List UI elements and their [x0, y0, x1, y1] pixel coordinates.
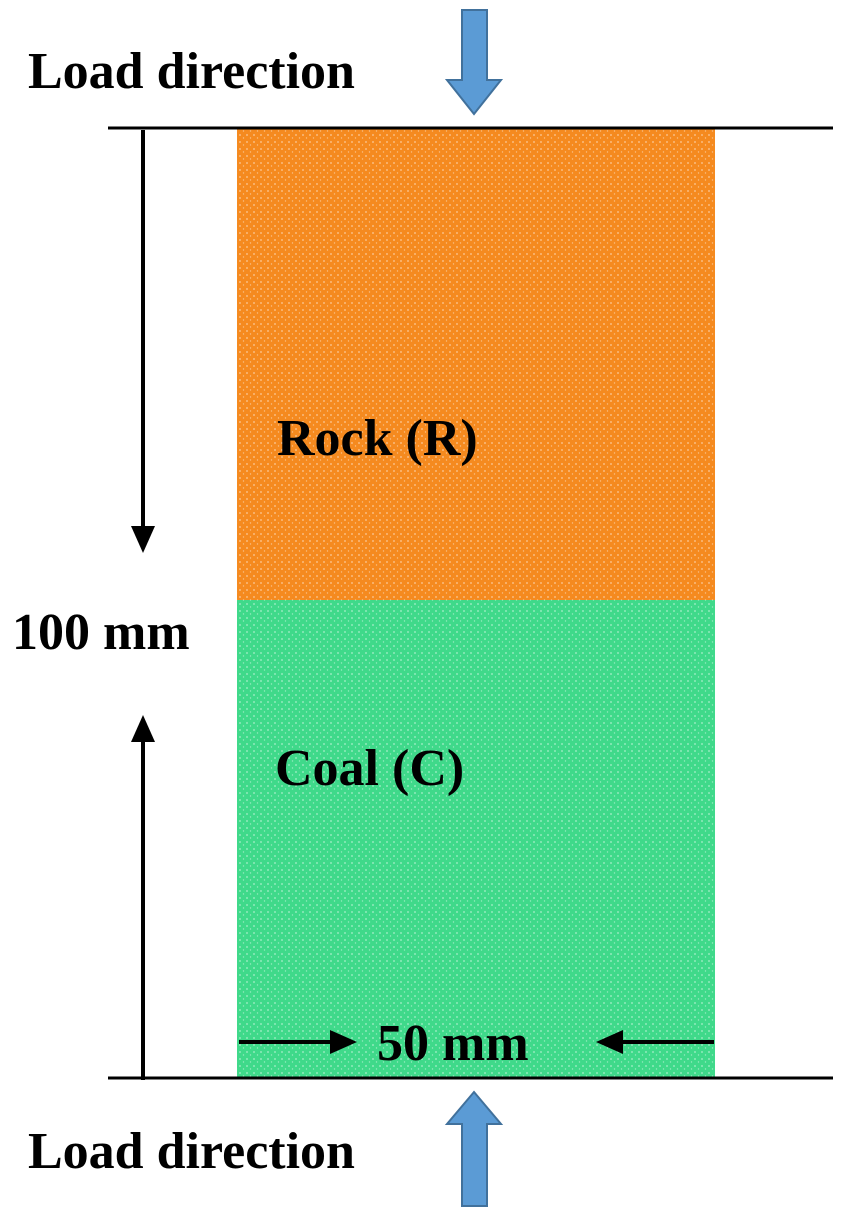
- arrow-down-icon: [444, 9, 504, 116]
- coal-layer: [237, 600, 715, 1078]
- arrow-up-icon: [444, 1090, 504, 1207]
- rock-label: Rock (R): [277, 410, 478, 467]
- coal-label: Coal (C): [275, 740, 464, 797]
- height-dimension-label: 100 mm: [12, 604, 190, 661]
- bottom-load-direction-label: Load direction: [28, 1123, 355, 1180]
- width-dimension-label: 50 mm: [377, 1015, 529, 1072]
- height-dimension-arrows: [131, 130, 155, 1080]
- width-dimension-arrows: [239, 1030, 714, 1054]
- rock-layer: [237, 128, 715, 604]
- top-load-direction-label: Load direction: [28, 43, 355, 100]
